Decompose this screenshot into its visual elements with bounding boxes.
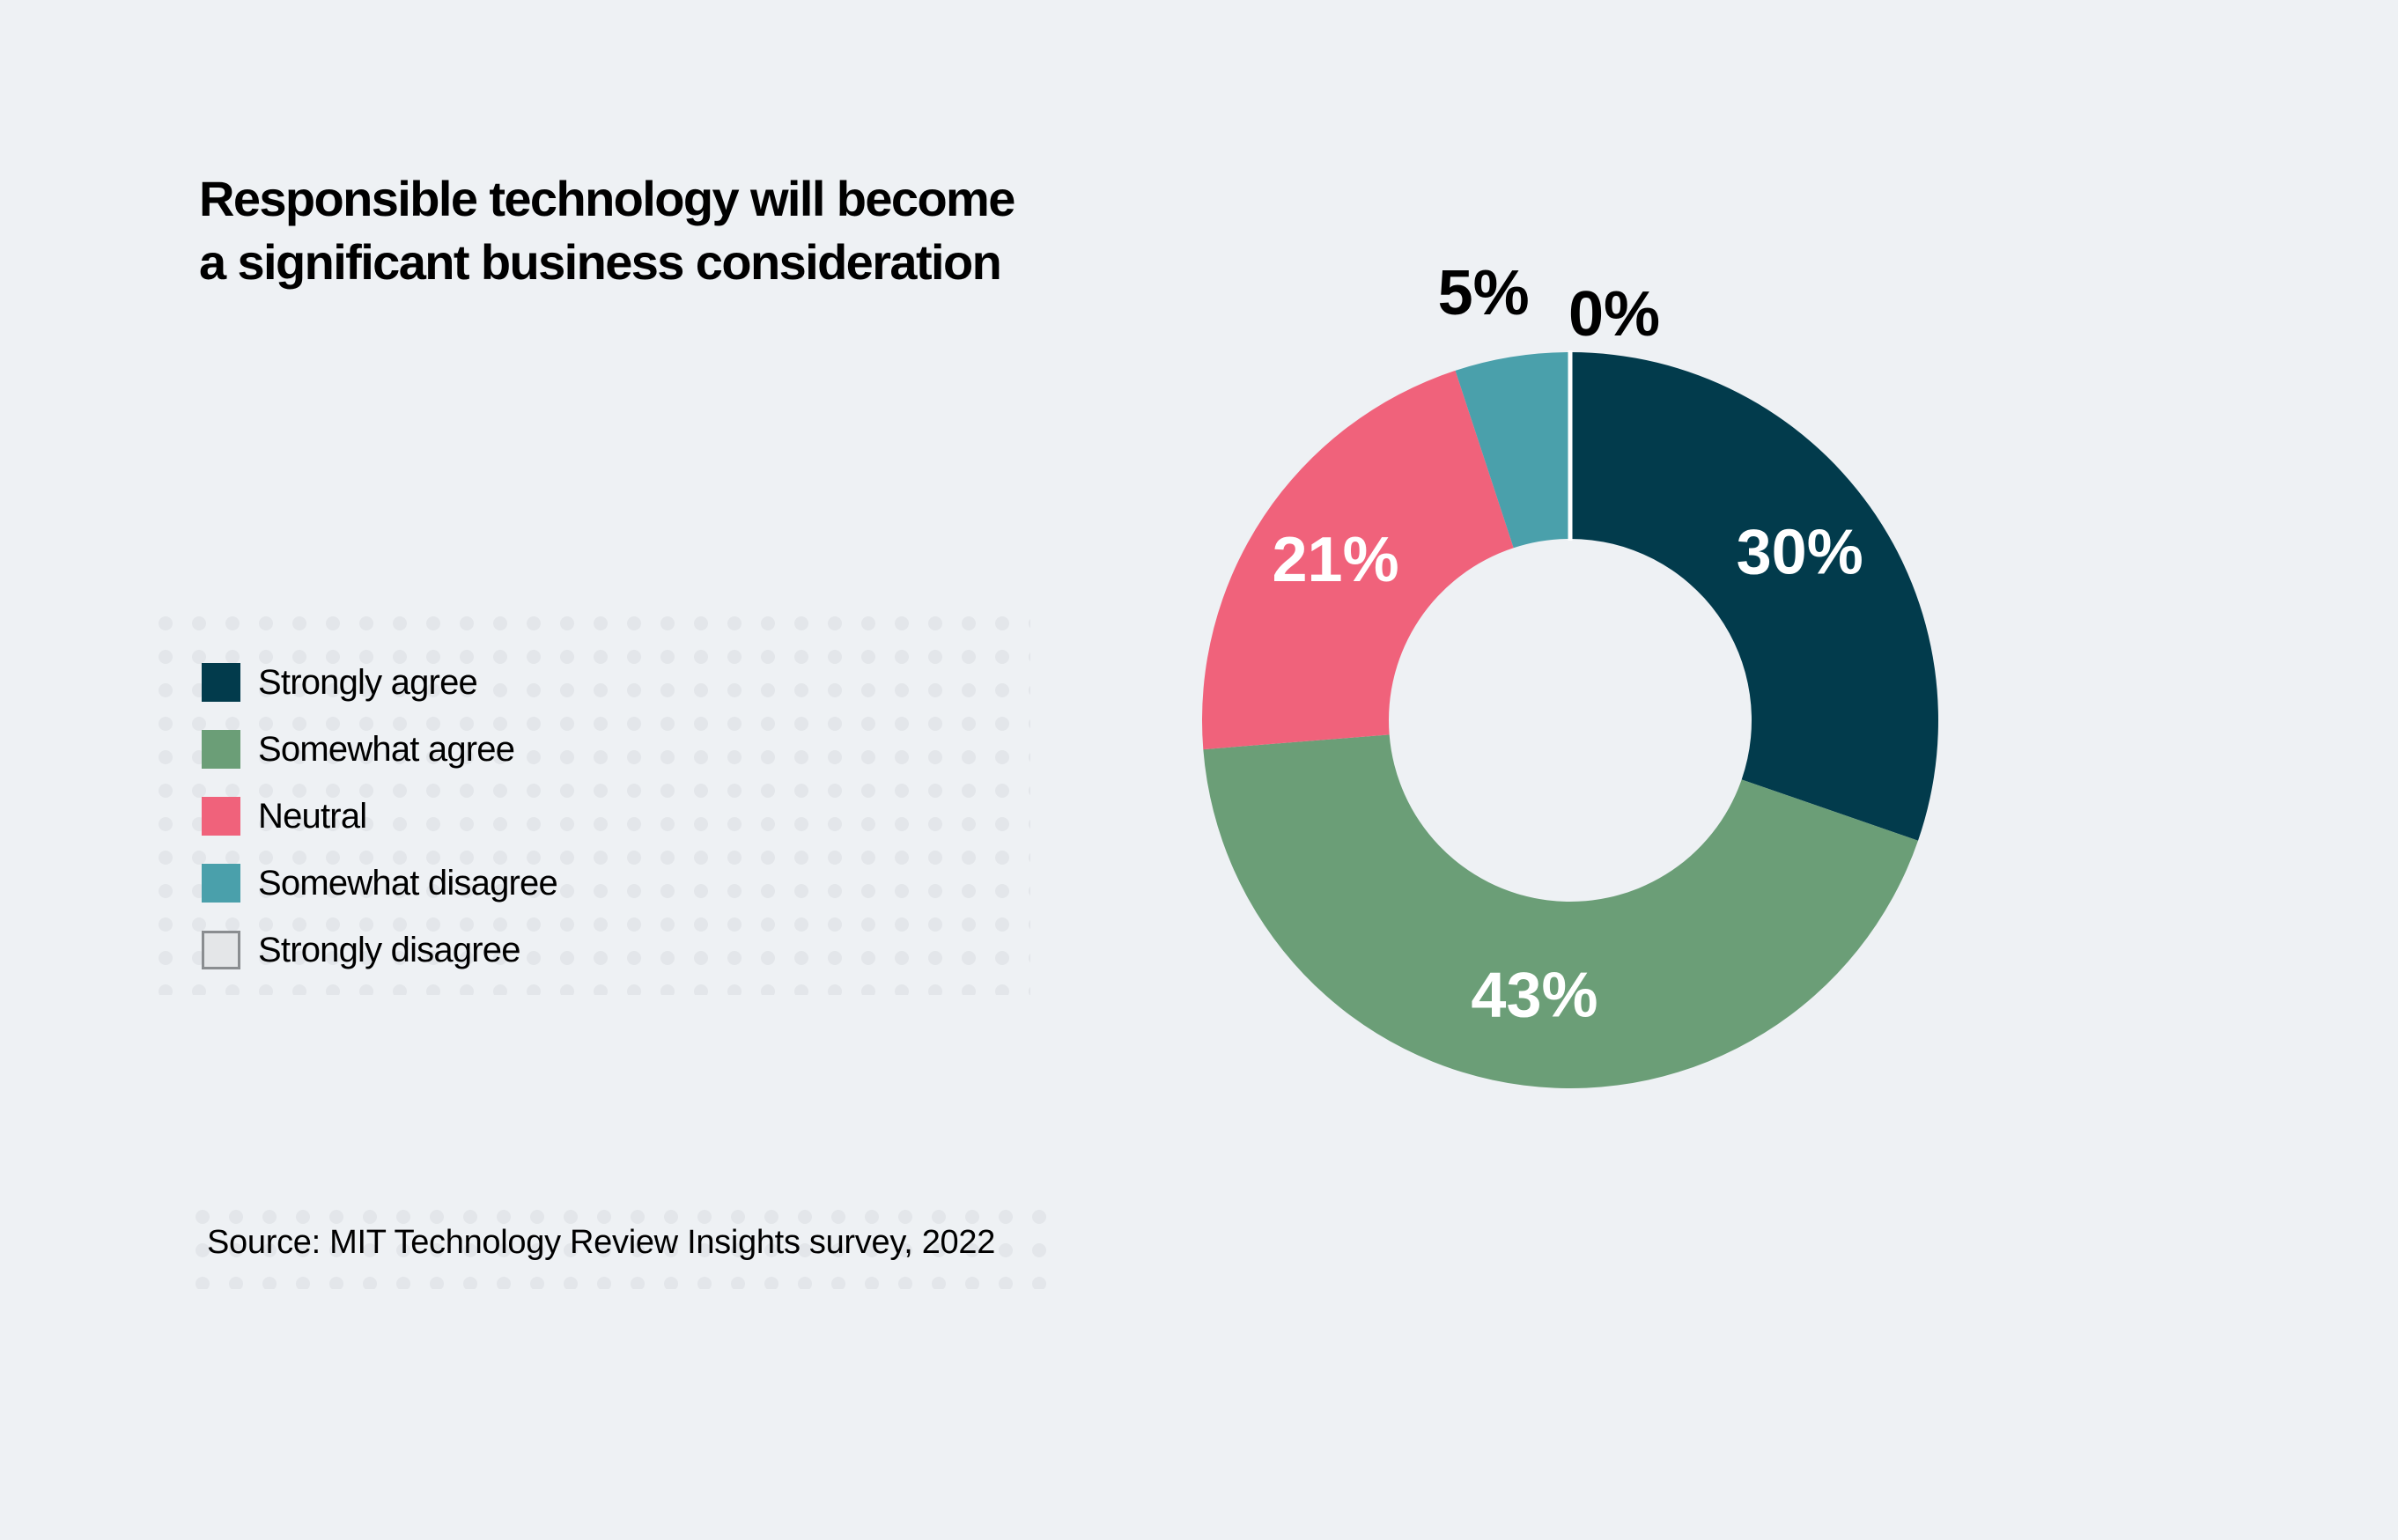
legend-swatch-somewhat-disagree bbox=[202, 864, 240, 903]
legend-item-somewhat-disagree: Somewhat disagree bbox=[202, 850, 558, 917]
legend-swatch-strongly-agree bbox=[202, 663, 240, 702]
legend-label-neutral: Neutral bbox=[258, 796, 367, 836]
chart-title-line-1: Responsible technology will become bbox=[199, 171, 1015, 226]
chart-title-line-2: a significant business consideration bbox=[199, 234, 1002, 290]
legend-label-somewhat-disagree: Somewhat disagree bbox=[258, 863, 558, 903]
chart-title: Responsible technology will become a sig… bbox=[199, 167, 1168, 294]
slice-strongly-agree bbox=[1570, 352, 1938, 841]
legend-item-strongly-agree: Strongly agree bbox=[202, 649, 557, 716]
source-note: Source: MIT Technology Review Insights s… bbox=[207, 1224, 996, 1261]
legend-swatch-neutral bbox=[202, 797, 240, 836]
dot-pattern-source bbox=[196, 1210, 1054, 1289]
dot-pattern-legend bbox=[159, 616, 1030, 995]
legend: Strongly agree Somewhat agree Neutral So… bbox=[202, 649, 558, 984]
slice-label-neutral: 21% bbox=[1273, 525, 1399, 595]
legend-item-neutral: Neutral bbox=[202, 783, 557, 850]
legend-item-strongly-disagree: Strongly disagree bbox=[202, 917, 557, 984]
legend-swatch-somewhat-agree bbox=[202, 730, 240, 769]
legend-label-strongly-agree: Strongly agree bbox=[258, 662, 478, 702]
slice-label-strongly-agree: 30% bbox=[1737, 517, 1863, 587]
slice-label-somewhat-disagree: 5% bbox=[1438, 258, 1530, 328]
slice-somewhat-agree bbox=[1203, 734, 1919, 1088]
slice-label-strongly-disagree: 0% bbox=[1568, 279, 1660, 350]
slice-neutral bbox=[1202, 370, 1514, 750]
legend-label-somewhat-agree: Somewhat agree bbox=[258, 729, 515, 769]
legend-item-somewhat-agree: Somewhat agree bbox=[202, 716, 557, 783]
slice-label-somewhat-agree: 43% bbox=[1471, 960, 1597, 1030]
legend-label-strongly-disagree: Strongly disagree bbox=[258, 930, 521, 969]
legend-swatch-strongly-disagree bbox=[202, 931, 240, 969]
slice-somewhat-disagree bbox=[1455, 352, 1570, 549]
